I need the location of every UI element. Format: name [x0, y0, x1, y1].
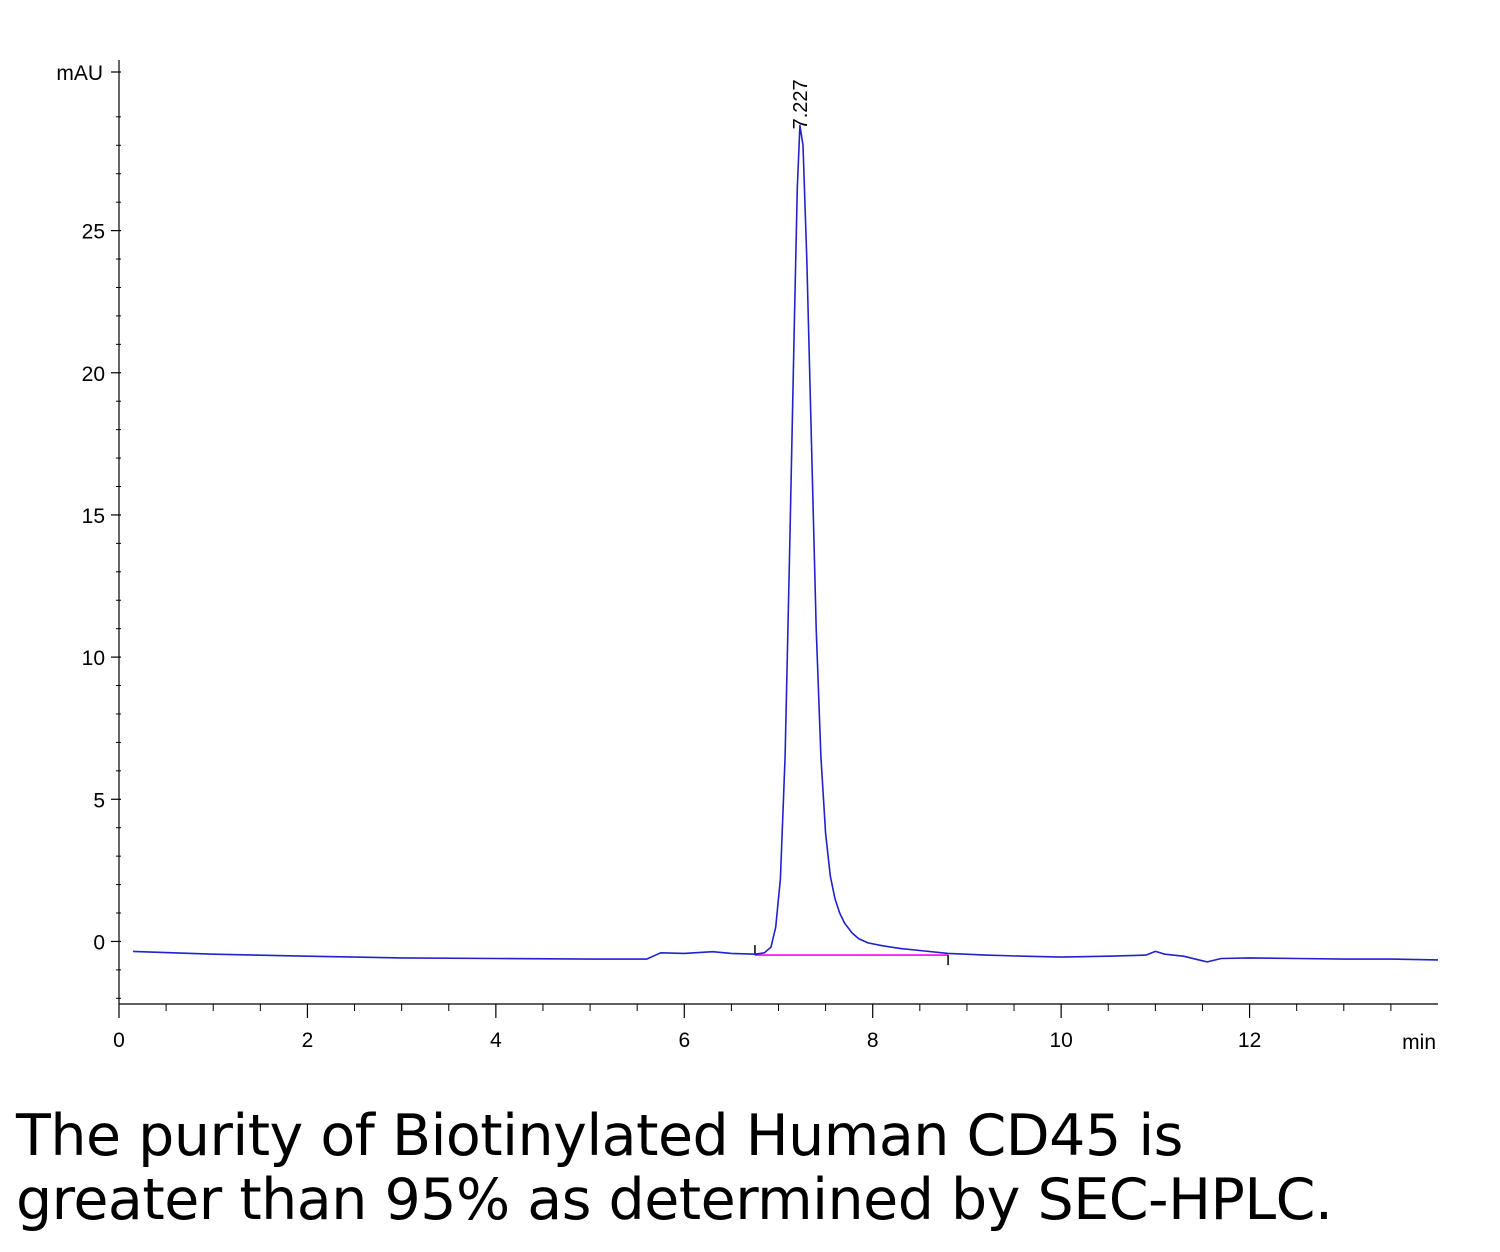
y-tick-label: 5	[93, 789, 105, 812]
peak-label: 7.227	[790, 79, 812, 129]
caption-line-2: greater than 95% as determined by SEC-HP…	[16, 1167, 1333, 1233]
caption-line-1: The purity of Biotinylated Human CD45 is	[16, 1103, 1183, 1169]
y-tick-label: 25	[82, 221, 105, 244]
x-tick-label: 2	[302, 1029, 314, 1052]
x-tick-label: 10	[1049, 1029, 1072, 1052]
x-tick-label: 8	[867, 1029, 879, 1052]
y-tick-label: 15	[82, 505, 105, 528]
y-tick-label: 10	[82, 647, 105, 670]
x-tick-label: 4	[490, 1029, 502, 1052]
x-tick-label: 0	[113, 1029, 125, 1052]
caption: The purity of Biotinylated Human CD45 is…	[16, 1104, 1486, 1232]
chromatogram-chart: 0 5 10 15 20 25 mAU 0 2 4 6 8 10 12 min 7.227	[56, 60, 1439, 1054]
y-axis-label: mAU	[56, 62, 103, 85]
x-tick-label: 12	[1238, 1029, 1261, 1052]
y-tick-label: 20	[82, 363, 105, 386]
x-axis-label: min	[1402, 1031, 1436, 1054]
x-tick-label: 6	[678, 1029, 690, 1052]
chromatogram-trace	[133, 124, 1439, 963]
y-tick-label: 0	[93, 931, 105, 954]
